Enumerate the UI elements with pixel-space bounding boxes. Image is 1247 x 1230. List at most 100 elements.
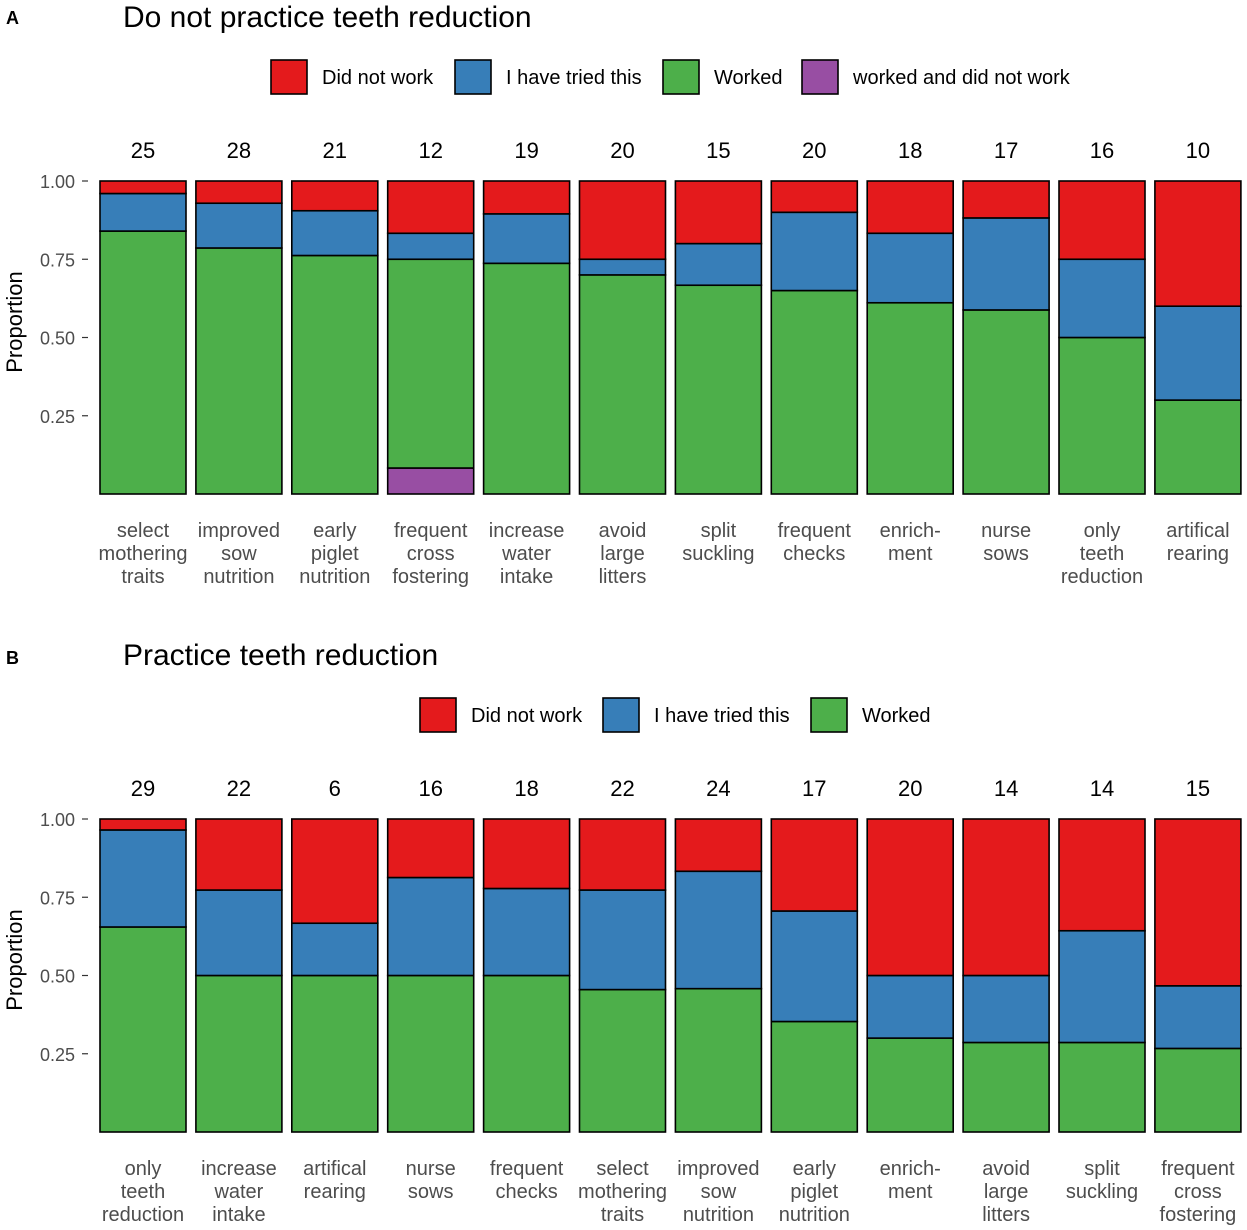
- y-tick-label: 1.00: [40, 172, 75, 192]
- bar-segment: [99, 829, 187, 928]
- bars: [99, 818, 1242, 1133]
- bar-segment: [195, 818, 283, 891]
- panel-b: B Practice teeth reduction Did not work I…: [2, 639, 1242, 1226]
- y-tick-label: 0.25: [40, 1045, 75, 1065]
- bar-count-label: 16: [418, 776, 442, 801]
- bar-segment: [770, 910, 859, 1023]
- bar-count-label: 22: [610, 776, 634, 801]
- bar-count-label: 25: [131, 138, 155, 163]
- bar-segment: [866, 1037, 955, 1133]
- bar-segment: [290, 209, 379, 257]
- bar-count-label: 22: [227, 776, 251, 801]
- bar-segment: [1154, 305, 1242, 401]
- bar-segment: [866, 232, 955, 304]
- bar-count-label: 16: [1090, 138, 1114, 163]
- x-tick-label: nurse sows: [981, 520, 1031, 565]
- bar-segment: [674, 180, 763, 245]
- bar-segment: [195, 180, 283, 205]
- x-tick-label: increase water intake: [201, 1158, 277, 1226]
- bar-segment: [290, 922, 379, 977]
- legend-swatch: [801, 59, 839, 95]
- bar-count-label: 14: [1090, 776, 1114, 801]
- bar-segment: [386, 180, 475, 235]
- y-tick-label: 0.75: [40, 250, 75, 270]
- bar-segment: [99, 926, 187, 1133]
- bar-segment: [482, 180, 571, 215]
- legend: Did not work I have tried this Worked: [419, 697, 931, 733]
- bar-segment: [482, 262, 571, 495]
- x-tick-label: frequent checks: [778, 520, 852, 565]
- legend-label: Worked: [714, 67, 783, 89]
- bar-segment: [290, 974, 379, 1133]
- x-tick-label: early piglet nutrition: [779, 1158, 850, 1226]
- x-tick-label: enrich-ment: [880, 520, 941, 565]
- bar-counts: 25 28 21 12 19 20 15 20 18 17 16 10: [131, 138, 1210, 163]
- panel-label: B: [6, 648, 19, 668]
- bar-segment: [962, 217, 1050, 311]
- legend-swatch: [454, 59, 492, 95]
- bar-segment: [674, 987, 763, 1133]
- x-tick-label: split suckling: [1066, 1158, 1138, 1203]
- x-tick-label: avoid large litters: [599, 520, 647, 588]
- bar-count-label: 20: [898, 776, 922, 801]
- bar-count-label: 12: [418, 138, 442, 163]
- bar-segment: [482, 213, 571, 265]
- bar-segment: [578, 889, 667, 991]
- bar-segment: [1154, 985, 1242, 1050]
- bar-segment: [962, 974, 1050, 1044]
- bar-segment: [578, 258, 667, 276]
- bar-segment: [290, 254, 379, 495]
- bar-segment: [578, 180, 667, 261]
- bar-segment: [866, 180, 955, 235]
- y-tick-label: 0.50: [40, 967, 75, 987]
- legend-label: worked and did not work: [852, 67, 1071, 89]
- bar-segment: [674, 870, 763, 990]
- x-tick-label: early piglet nutrition: [299, 520, 370, 588]
- bar-segment: [1058, 1041, 1146, 1133]
- x-tick-label: frequent cross fostering: [392, 520, 469, 588]
- bar-segment: [386, 974, 475, 1133]
- y-axis-label: Proportion: [2, 909, 27, 1011]
- bar-count-label: 6: [329, 776, 341, 801]
- bar-segment: [386, 876, 475, 977]
- bar-segment: [1154, 1047, 1242, 1133]
- bar-segment: [1154, 399, 1242, 495]
- panel-label: A: [6, 8, 19, 28]
- x-tick-label: nurse sows: [406, 1158, 456, 1203]
- bar-count-label: 24: [706, 776, 730, 801]
- bar-segment: [962, 818, 1050, 977]
- bar-segment: [99, 192, 187, 232]
- bar-segment: [1058, 929, 1146, 1044]
- legend-label: I have tried this: [506, 67, 642, 89]
- bar-segment: [578, 818, 667, 891]
- bar-count-label: 15: [706, 138, 730, 163]
- bar-segment: [1154, 180, 1242, 307]
- legend-label: I have tried this: [654, 705, 790, 727]
- bars: [99, 180, 1242, 495]
- bar-segment: [482, 818, 571, 890]
- x-tick-label: improved sow nutrition: [198, 520, 280, 588]
- x-tick-label: split suckling: [682, 520, 754, 565]
- x-tick-label: frequent cross fostering: [1160, 1158, 1237, 1226]
- bar-segment: [482, 887, 571, 977]
- bar-count-label: 10: [1186, 138, 1210, 163]
- bar-segment: [578, 988, 667, 1133]
- panel-a: A Do not practice teeth reduction Did no…: [2, 1, 1242, 588]
- bar-segment: [770, 289, 859, 495]
- bar-segment: [674, 284, 763, 495]
- bar-count-label: 19: [514, 138, 538, 163]
- bar-segment: [290, 180, 379, 212]
- bar-segment: [962, 1041, 1050, 1133]
- bar-segment: [386, 232, 475, 261]
- bar-count-label: 18: [514, 776, 538, 801]
- legend-swatch: [270, 59, 308, 95]
- legend-swatch: [419, 697, 457, 733]
- bar-segment: [770, 211, 859, 292]
- bar-segment: [866, 974, 955, 1039]
- legend-swatch: [810, 697, 848, 733]
- bar-count-label: 21: [323, 138, 347, 163]
- bar-segment: [386, 467, 475, 495]
- bar-count-label: 28: [227, 138, 251, 163]
